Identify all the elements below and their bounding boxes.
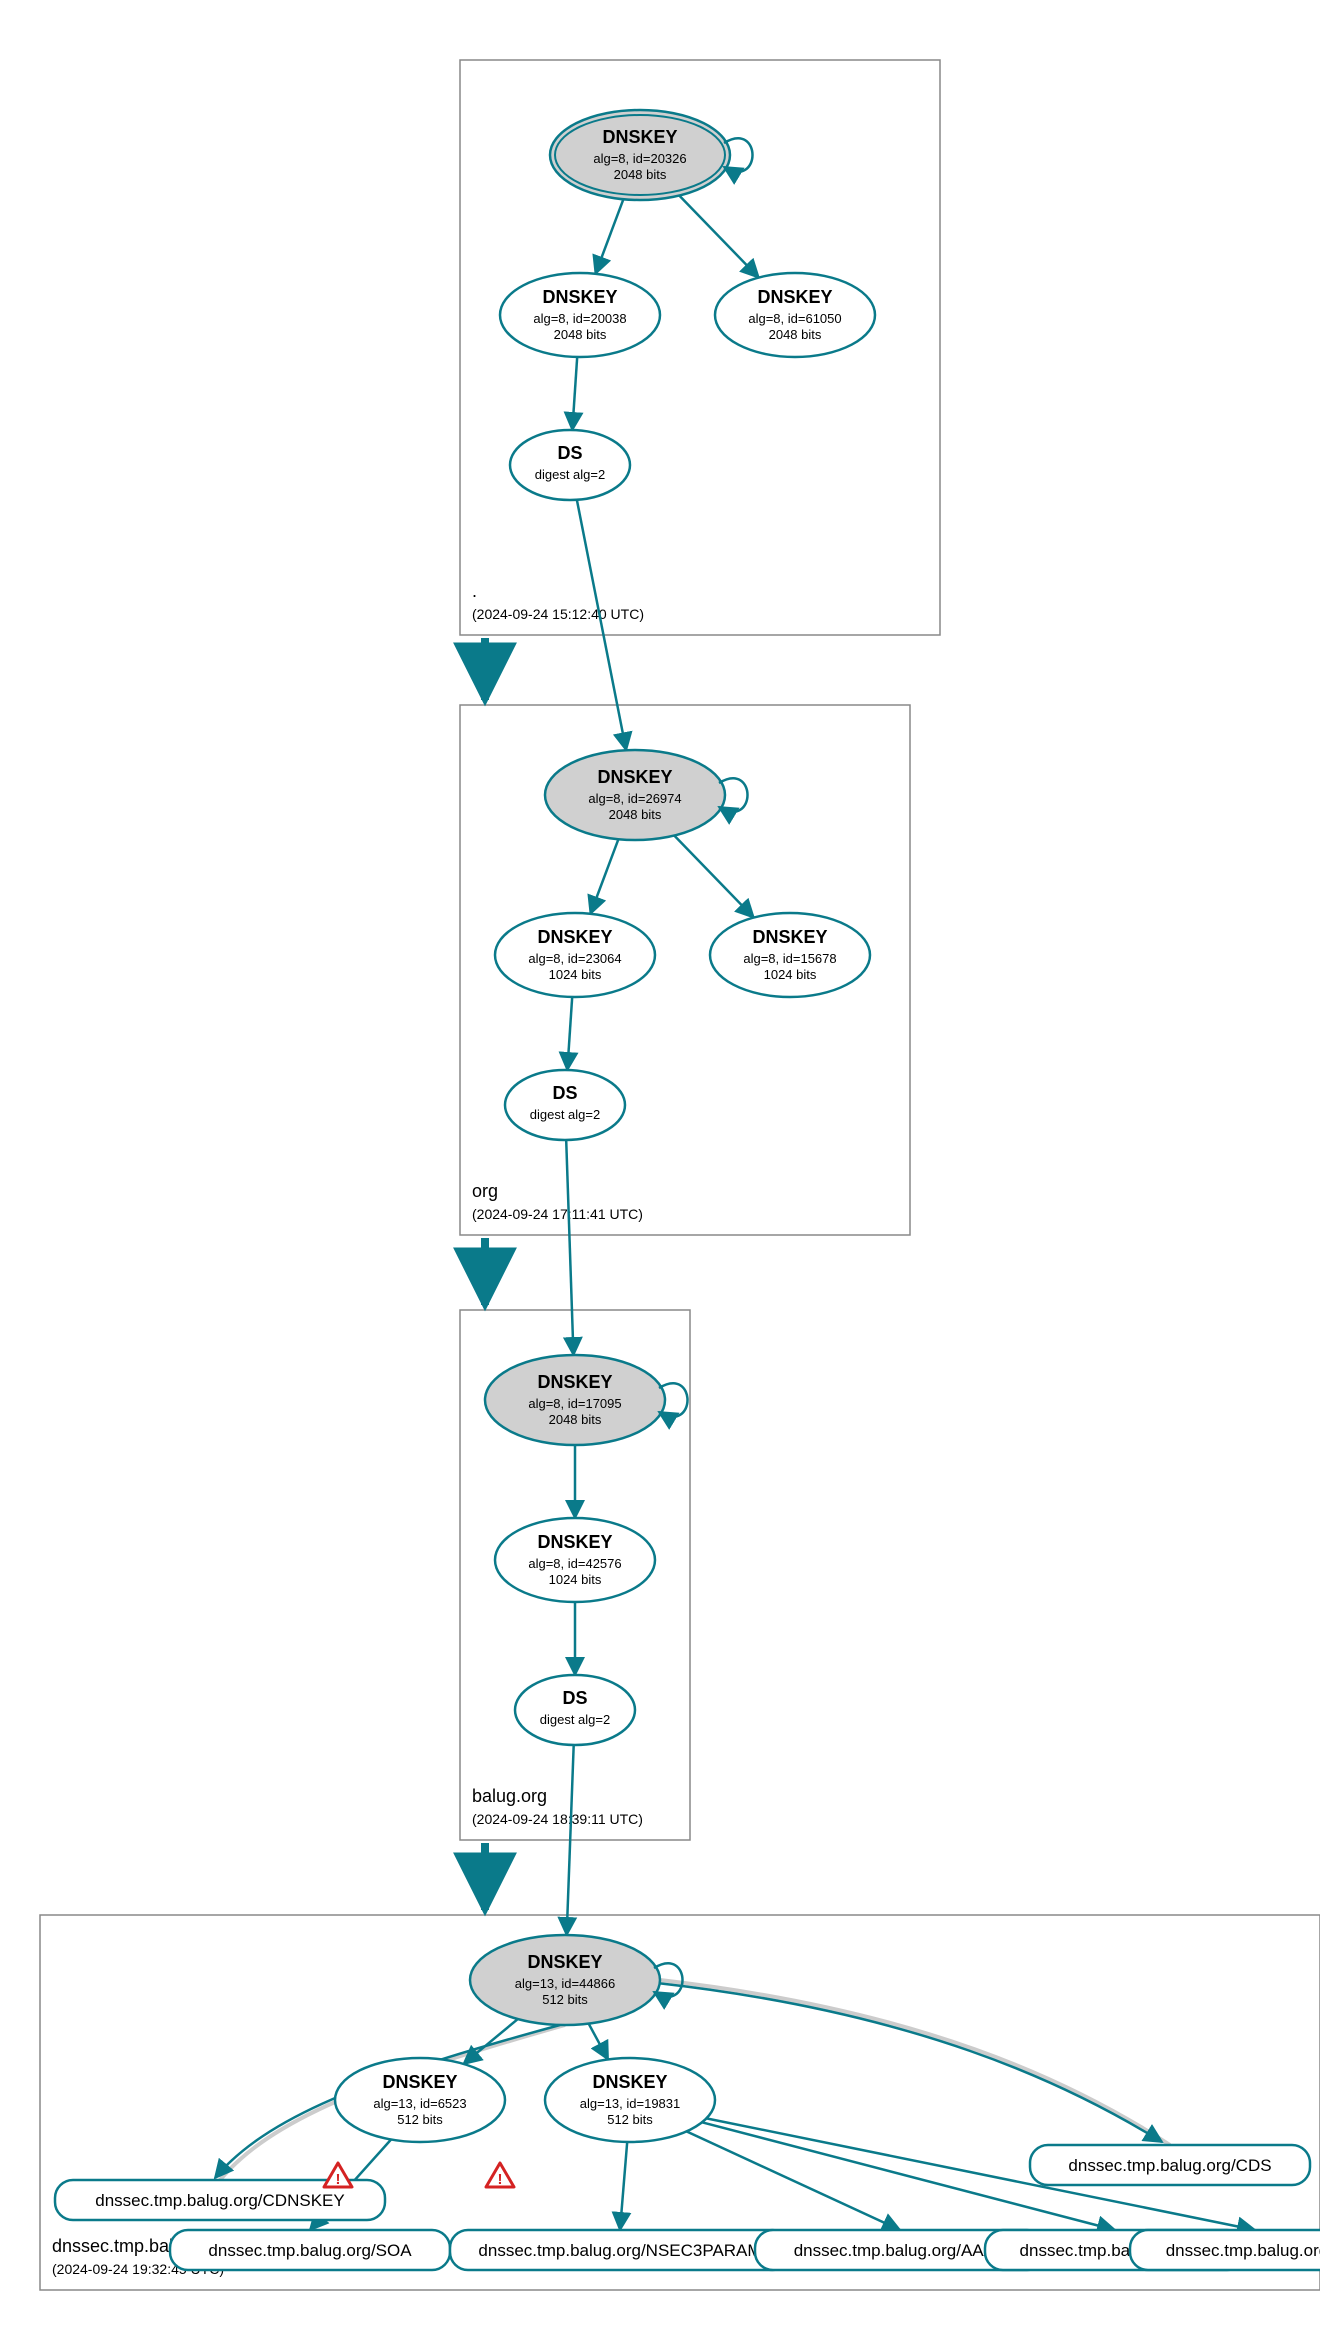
rr-label: dnssec.tmp.balug.org/SOA: [208, 2241, 412, 2260]
node-org-ds: DS digest alg=2: [505, 1070, 625, 1140]
zone-timestamp: (2024-09-24 17:11:41 UTC): [472, 1206, 643, 1222]
dnssec-chain-diagram: . (2024-09-24 15:12:40 UTC) org (2024-09-24…: [20, 20, 1320, 2310]
node-label: DNSKEY: [597, 767, 672, 787]
node-label: 1024 bits: [764, 967, 817, 982]
node-root-ksk: DNSKEY alg=8, id=203262048 bits: [550, 110, 753, 200]
svg-text:!: !: [498, 2171, 503, 2188]
node-label: 2048 bits: [614, 167, 667, 182]
node-label: DS: [557, 443, 582, 463]
zone-timestamp: (2024-09-24 15:12:40 UTC): [472, 606, 644, 622]
node-label: 1024 bits: [549, 967, 602, 982]
node-label: 2048 bits: [609, 807, 662, 822]
node-label: 512 bits: [397, 2112, 443, 2127]
node-root-ds: DS digest alg=2: [510, 430, 630, 500]
node-rr-soa: dnssec.tmp.balug.org/SOA: [170, 2230, 450, 2270]
edge-curved: [657, 1983, 1162, 2142]
node-label: alg=13, id=6523: [373, 2096, 466, 2111]
warning-icon: !: [486, 2163, 514, 2188]
edge: [589, 2024, 608, 2060]
node-label: alg=8, id=42576: [528, 1556, 621, 1571]
node-label: digest alg=2: [535, 467, 605, 482]
node-label: alg=8, id=20326: [593, 151, 686, 166]
node-dnssec-ksk: DNSKEY alg=13, id=44866512 bits: [470, 1935, 683, 2025]
zone-label: .: [472, 581, 477, 601]
node-label: alg=8, id=20038: [533, 311, 626, 326]
node-label: DNSKEY: [602, 127, 677, 147]
zone-timestamp: (2024-09-24 18:39:11 UTC): [472, 1811, 643, 1827]
node-label: alg=13, id=44866: [515, 1976, 615, 1991]
rr-label: dnssec.tmp.balug.org/NSEC3PARAM: [478, 2241, 761, 2260]
node-label: 2048 bits: [769, 327, 822, 342]
node-dnssec-zsk1: DNSKEY alg=13, id=6523512 bits: [335, 2058, 505, 2142]
node-label: DNSKEY: [757, 287, 832, 307]
node-root-zsk1: DNSKEY alg=8, id=200382048 bits: [500, 273, 660, 357]
edge: [679, 195, 758, 277]
node-balug-ksk: DNSKEY alg=8, id=170952048 bits: [485, 1355, 688, 1445]
edge-curved: [660, 1980, 1170, 2145]
node-label: 2048 bits: [554, 327, 607, 342]
node-label: 512 bits: [607, 2112, 653, 2127]
node-label: DS: [562, 1688, 587, 1708]
node-label: alg=8, id=26974: [588, 791, 681, 806]
edge: [567, 997, 572, 1070]
node-org-zsk1: DNSKEY alg=8, id=230641024 bits: [495, 913, 655, 997]
node-label: digest alg=2: [540, 1712, 610, 1727]
zone-label: org: [472, 1181, 498, 1201]
node-label: digest alg=2: [530, 1107, 600, 1122]
rr-label: dnssec.tmp.balug.org/CDNSKEY: [95, 2191, 344, 2210]
edge: [577, 500, 626, 750]
node-label: alg=8, id=15678: [743, 951, 836, 966]
edge: [566, 1140, 573, 1355]
warning-icon: !: [324, 2163, 352, 2188]
node-label: alg=8, id=23064: [528, 951, 621, 966]
edge: [620, 2142, 627, 2230]
node-label: DNSKEY: [527, 1952, 602, 1972]
node-balug-ds: DS digest alg=2: [515, 1675, 635, 1745]
rr-label: dnssec.tmp.balug.org/CDS: [1068, 2156, 1271, 2175]
node-org-zsk2: DNSKEY alg=8, id=156781024 bits: [710, 913, 870, 997]
node-label: DNSKEY: [382, 2072, 457, 2092]
node-label: DS: [552, 1083, 577, 1103]
node-label: alg=8, id=61050: [748, 311, 841, 326]
zone-label: balug.org: [472, 1786, 547, 1806]
edge: [595, 199, 623, 274]
rr-label: dnssec.tmp.balug.org/A: [1166, 2241, 1320, 2260]
node-rr-cds: dnssec.tmp.balug.org/CDS: [1030, 2145, 1310, 2185]
node-label: DNSKEY: [537, 927, 612, 947]
rr-label: dnssec.tmp.balug.org/AAAA: [794, 2241, 1007, 2260]
node-label: DNSKEY: [592, 2072, 667, 2092]
node-root-zsk2: DNSKEY alg=8, id=610502048 bits: [715, 273, 875, 357]
node-label: DNSKEY: [542, 287, 617, 307]
edge: [572, 357, 577, 430]
node-rr-a: dnssec.tmp.balug.org/A: [1130, 2230, 1320, 2270]
node-rr-nsec3: dnssec.tmp.balug.org/NSEC3PARAM: [450, 2230, 790, 2270]
node-dnssec-zsk2: DNSKEY alg=13, id=19831512 bits: [545, 2058, 715, 2142]
node-label: DNSKEY: [752, 927, 827, 947]
edge: [674, 835, 753, 917]
node-label: DNSKEY: [537, 1532, 612, 1552]
node-org-ksk: DNSKEY alg=8, id=269742048 bits: [545, 750, 748, 840]
node-label: 1024 bits: [549, 1572, 602, 1587]
node-label: DNSKEY: [537, 1372, 612, 1392]
edge: [590, 839, 618, 914]
node-label: alg=8, id=17095: [528, 1396, 621, 1411]
node-label: 512 bits: [542, 1992, 588, 2007]
node-label: 2048 bits: [549, 1412, 602, 1427]
svg-text:!: !: [336, 2171, 341, 2188]
node-label: alg=13, id=19831: [580, 2096, 680, 2111]
node-balug-zsk: DNSKEY alg=8, id=425761024 bits: [495, 1518, 655, 1602]
